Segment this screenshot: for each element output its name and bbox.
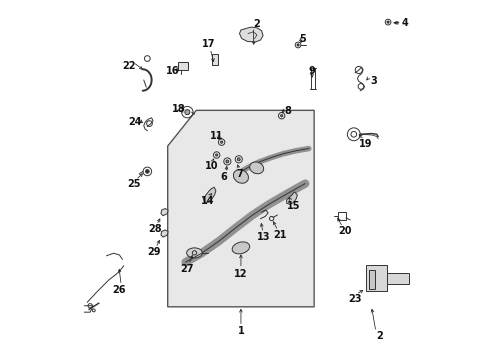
Text: 8: 8	[284, 106, 290, 116]
Polygon shape	[167, 111, 313, 307]
Text: 7: 7	[236, 169, 243, 179]
Circle shape	[184, 110, 189, 114]
Text: 9: 9	[307, 66, 314, 76]
Text: 3: 3	[370, 76, 376, 86]
Ellipse shape	[233, 170, 248, 183]
Text: 21: 21	[272, 230, 285, 240]
Circle shape	[280, 114, 282, 117]
Text: 17: 17	[202, 39, 215, 49]
Circle shape	[220, 141, 222, 143]
Text: 12: 12	[234, 269, 247, 279]
Circle shape	[145, 170, 149, 173]
Ellipse shape	[186, 248, 202, 258]
Text: 18: 18	[171, 104, 185, 113]
Text: 23: 23	[347, 294, 361, 303]
Ellipse shape	[249, 162, 263, 174]
Polygon shape	[239, 27, 263, 42]
Text: 5: 5	[298, 33, 305, 44]
Text: 2: 2	[375, 332, 382, 342]
Text: 14: 14	[201, 197, 214, 206]
Bar	[368, 270, 374, 289]
Text: 26: 26	[113, 285, 126, 295]
Bar	[337, 212, 345, 220]
Text: 11: 11	[209, 131, 223, 141]
Bar	[178, 62, 188, 70]
Text: 4: 4	[400, 18, 407, 28]
Text: 20: 20	[337, 226, 350, 237]
Circle shape	[386, 21, 388, 23]
Text: 25: 25	[127, 179, 140, 189]
Bar	[211, 54, 218, 65]
Text: 24: 24	[128, 117, 142, 127]
Polygon shape	[161, 208, 168, 216]
Polygon shape	[203, 187, 216, 202]
Circle shape	[296, 44, 299, 46]
Text: 16: 16	[166, 66, 180, 76]
Text: 13: 13	[257, 232, 270, 242]
Text: 19: 19	[359, 139, 372, 149]
Polygon shape	[286, 192, 297, 204]
Text: 29: 29	[147, 247, 161, 257]
Polygon shape	[161, 230, 168, 237]
Text: 22: 22	[122, 62, 136, 71]
Circle shape	[225, 160, 228, 163]
Text: 6: 6	[220, 172, 227, 182]
Text: 2: 2	[253, 18, 260, 28]
Circle shape	[215, 154, 217, 156]
Text: 15: 15	[286, 201, 300, 211]
Polygon shape	[365, 265, 408, 292]
Text: 10: 10	[204, 161, 218, 171]
Ellipse shape	[232, 242, 249, 254]
Text: 27: 27	[180, 264, 194, 274]
Bar	[310, 68, 314, 89]
Circle shape	[237, 158, 240, 161]
Text: 28: 28	[148, 224, 162, 234]
Text: 1: 1	[237, 327, 244, 337]
